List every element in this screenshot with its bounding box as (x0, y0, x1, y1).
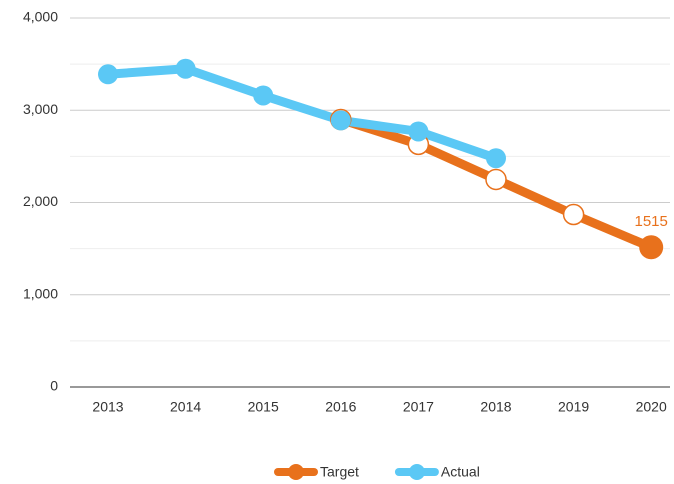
y-tick-label: 3,000 (23, 101, 58, 117)
legend-marker (408, 464, 425, 480)
series-line (107, 64, 498, 163)
x-tick-label: 2019 (558, 399, 589, 415)
point (485, 168, 507, 191)
y-tick-label: 0 (50, 378, 58, 394)
y-tick-label: 2,000 (23, 193, 58, 209)
x-tick-label: 2014 (170, 399, 201, 415)
point (408, 121, 429, 142)
y-tick-label: 1,000 (23, 285, 58, 301)
point (98, 64, 118, 85)
point (253, 85, 274, 106)
x-tick-label: 2017 (403, 399, 434, 415)
point (486, 148, 506, 169)
x-tick-label: 2013 (92, 399, 123, 415)
x-tick-label: 2018 (480, 399, 511, 415)
x-tick-label: 2016 (325, 399, 356, 415)
point (639, 235, 664, 260)
data-label: 1515 (635, 213, 668, 230)
point (175, 58, 196, 79)
legend-label: Target (320, 464, 359, 480)
point (330, 110, 351, 131)
x-tick-label: 2015 (248, 399, 279, 415)
legend-marker (288, 464, 304, 480)
legend-label: Actual (441, 464, 480, 480)
x-tick-label: 2020 (636, 399, 667, 415)
point (562, 203, 585, 226)
y-tick-label: 4,000 (23, 9, 58, 25)
